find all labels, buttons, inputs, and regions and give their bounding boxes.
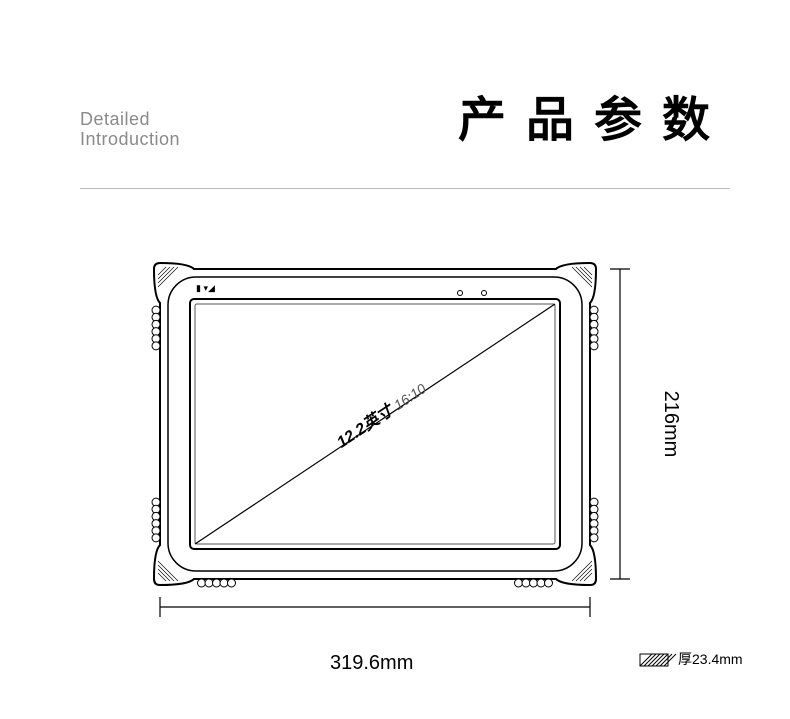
- header: Detailed Introduction 产品参数: [0, 0, 790, 170]
- subtitle-line2: Introduction: [80, 130, 180, 150]
- thickness-label: 厚23.4mm: [678, 651, 743, 667]
- width-label: 319.6mm: [330, 652, 413, 674]
- page-title: 产品参数: [458, 80, 730, 150]
- subtitle-line1: Detailed: [80, 110, 180, 130]
- status-icons: ▮ ▾◢: [196, 283, 215, 293]
- height-label: 216mm: [660, 391, 682, 458]
- device-diagram: 12.2英寸16:10▮ ▾◢216mm319.6mm厚23.4mm: [0, 249, 790, 719]
- figure-wrap: 12.2英寸16:10▮ ▾◢216mm319.6mm厚23.4mm: [0, 189, 790, 719]
- thickness-icon: [640, 654, 676, 666]
- subtitle-block: Detailed Introduction: [80, 110, 180, 150]
